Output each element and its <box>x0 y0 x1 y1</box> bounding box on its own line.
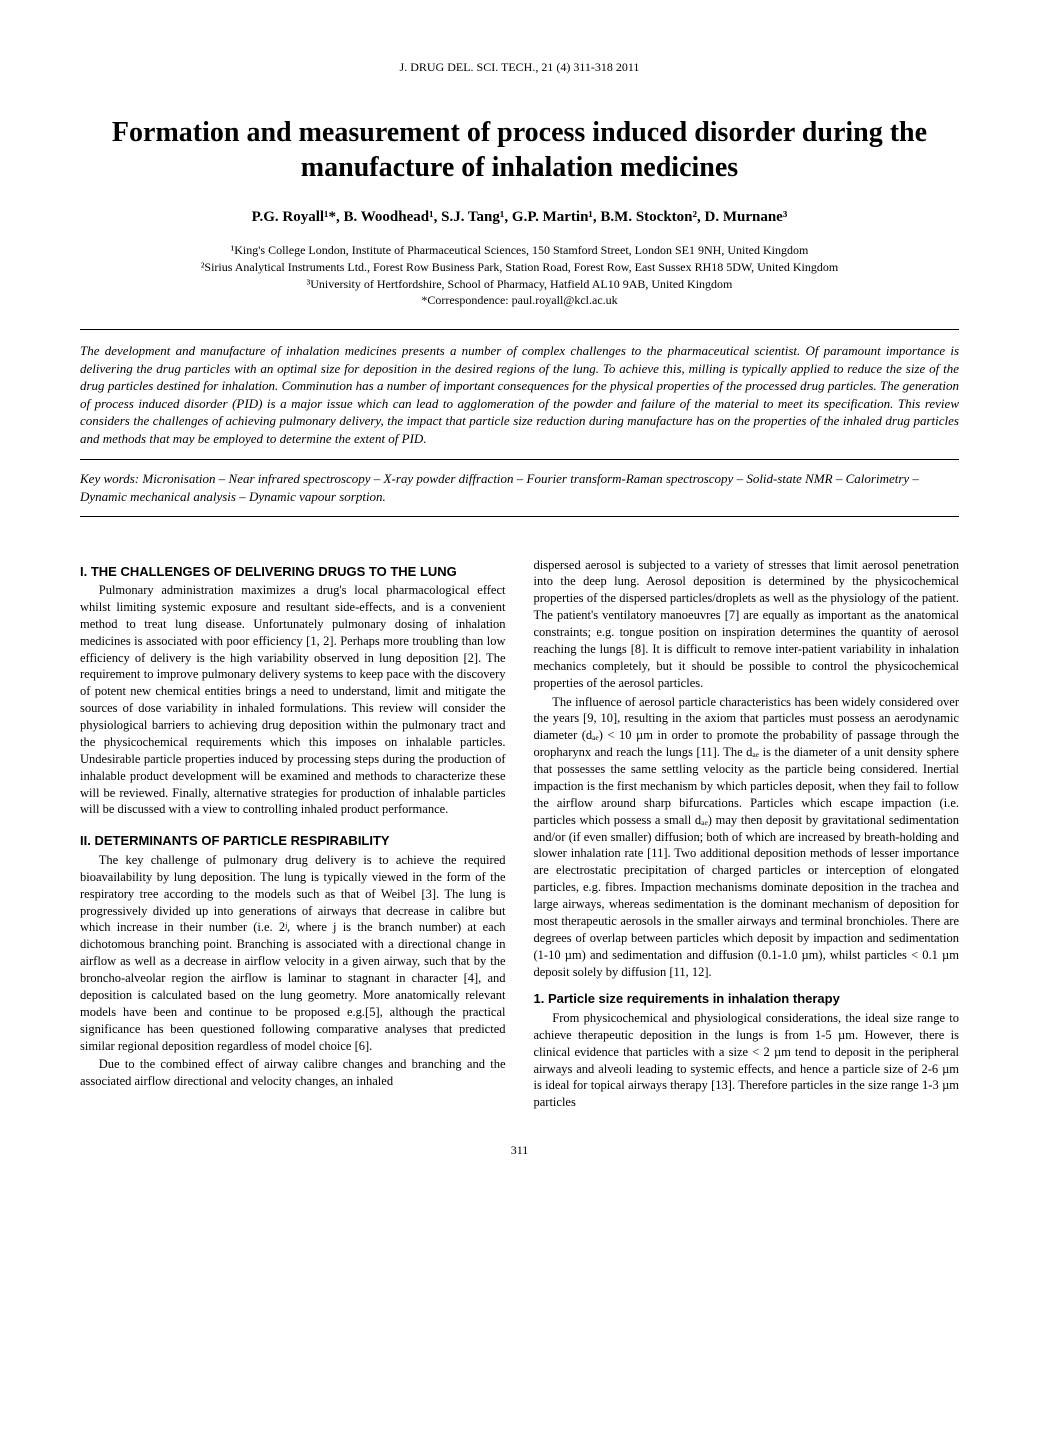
affiliation-1: ¹King's College London, Institute of Pha… <box>80 242 959 259</box>
rule-above-abstract <box>80 329 959 330</box>
paper-title: Formation and measurement of process ind… <box>80 115 959 185</box>
left-column: I. THE CHALLENGES OF DELIVERING DRUGS TO… <box>80 557 506 1114</box>
page-number: 311 <box>80 1143 959 1158</box>
section-2-para-2: Due to the combined effect of airway cal… <box>80 1056 506 1090</box>
keywords-text: Micronisation – Near infrared spectrosco… <box>80 471 919 504</box>
running-head: J. DRUG DEL. SCI. TECH., 21 (4) 311-318 … <box>80 60 959 75</box>
author-list: P.G. Royall¹*, B. Woodhead¹, S.J. Tang¹,… <box>80 209 959 226</box>
section-2-para-4: The influence of aerosol particle charac… <box>534 694 960 981</box>
subsection-1-heading: 1. Particle size requirements in inhalat… <box>534 990 960 1008</box>
right-column: dispersed aerosol is subjected to a vari… <box>534 557 960 1114</box>
affiliations-block: ¹King's College London, Institute of Pha… <box>80 242 959 309</box>
rule-below-keywords <box>80 516 959 517</box>
keywords-block: Key words: Micronisation – Near infrared… <box>80 470 959 505</box>
section-2-para-1: The key challenge of pulmonary drug deli… <box>80 852 506 1055</box>
correspondence: *Correspondence: paul.royall@kcl.ac.uk <box>80 292 959 309</box>
affiliation-2: ²Sirius Analytical Instruments Ltd., For… <box>80 259 959 276</box>
section-2-heading: II. DETERMINANTS OF PARTICLE RESPIRABILI… <box>80 832 506 850</box>
affiliation-3: ³University of Hertfordshire, School of … <box>80 276 959 293</box>
section-1-para-1: Pulmonary administration maximizes a dru… <box>80 582 506 818</box>
subsection-1-para-1: From physicochemical and physiological c… <box>534 1010 960 1111</box>
abstract: The development and manufacture of inhal… <box>80 342 959 447</box>
section-2-para-3: dispersed aerosol is subjected to a vari… <box>534 557 960 692</box>
keywords-label: Key words: <box>80 471 139 486</box>
body-columns: I. THE CHALLENGES OF DELIVERING DRUGS TO… <box>80 557 959 1114</box>
rule-below-abstract <box>80 459 959 460</box>
section-1-heading: I. THE CHALLENGES OF DELIVERING DRUGS TO… <box>80 563 506 581</box>
